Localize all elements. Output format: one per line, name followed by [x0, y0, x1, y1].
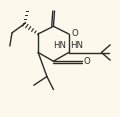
Text: O: O	[83, 57, 90, 66]
Text: HN: HN	[70, 41, 83, 50]
Text: HN: HN	[53, 41, 66, 50]
Text: O: O	[71, 29, 78, 38]
